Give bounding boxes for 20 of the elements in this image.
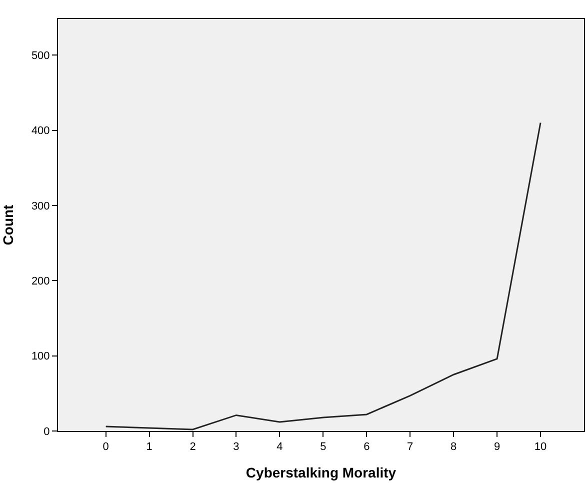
x-tick-label: 4 (276, 441, 283, 454)
y-tick-label: 100 (31, 350, 50, 363)
x-tick-label: 8 (450, 441, 457, 454)
x-tick-label: 1 (146, 441, 152, 454)
x-tick-label: 2 (190, 441, 196, 454)
x-tick-label: 7 (407, 441, 414, 454)
x-tick-label: 10 (534, 441, 547, 454)
y-tick-label: 300 (31, 200, 50, 212)
y-tick-label: 500 (31, 50, 50, 62)
x-tick-label: 6 (364, 441, 370, 454)
y-tick-label: 0 (44, 426, 50, 438)
x-tick-label: 3 (233, 441, 240, 454)
y-tick-label: 400 (31, 125, 50, 138)
y-tick-label: 200 (31, 275, 50, 288)
x-tick-label: 9 (494, 441, 500, 454)
x-tick-label: 0 (102, 441, 109, 454)
y-axis-title: Count (0, 204, 16, 246)
x-axis-title: Cyberstalking Morality (246, 464, 396, 480)
x-tick-label: 5 (320, 441, 326, 454)
line-series (105, 122, 542, 430)
